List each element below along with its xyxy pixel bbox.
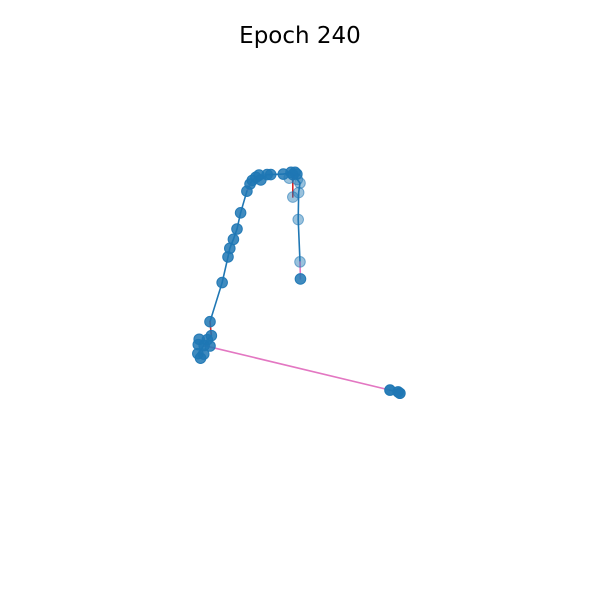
data-point-36 [294, 273, 307, 285]
chart-title: Epoch 240 [239, 23, 361, 49]
data-point-35 [294, 256, 306, 268]
plot-area [192, 166, 406, 400]
points-layer [192, 166, 406, 400]
data-point-39 [394, 387, 406, 400]
data-point-7 [241, 185, 253, 197]
trajectory-segment-30 [297, 218, 301, 263]
data-point-32 [292, 186, 305, 199]
data-point-31 [294, 177, 306, 189]
trajectory-segment-13 [209, 281, 223, 323]
data-point-12 [222, 251, 234, 263]
data-point-8 [234, 207, 247, 219]
data-point-9 [231, 223, 243, 235]
data-point-34 [292, 213, 305, 226]
data-point-33 [287, 191, 299, 203]
data-point-14 [204, 315, 216, 328]
data-point-23 [194, 352, 207, 364]
data-point-20 [204, 340, 216, 352]
trajectory-segment-18 [203, 344, 391, 391]
data-point-5 [264, 168, 277, 181]
data-point-13 [216, 276, 228, 289]
